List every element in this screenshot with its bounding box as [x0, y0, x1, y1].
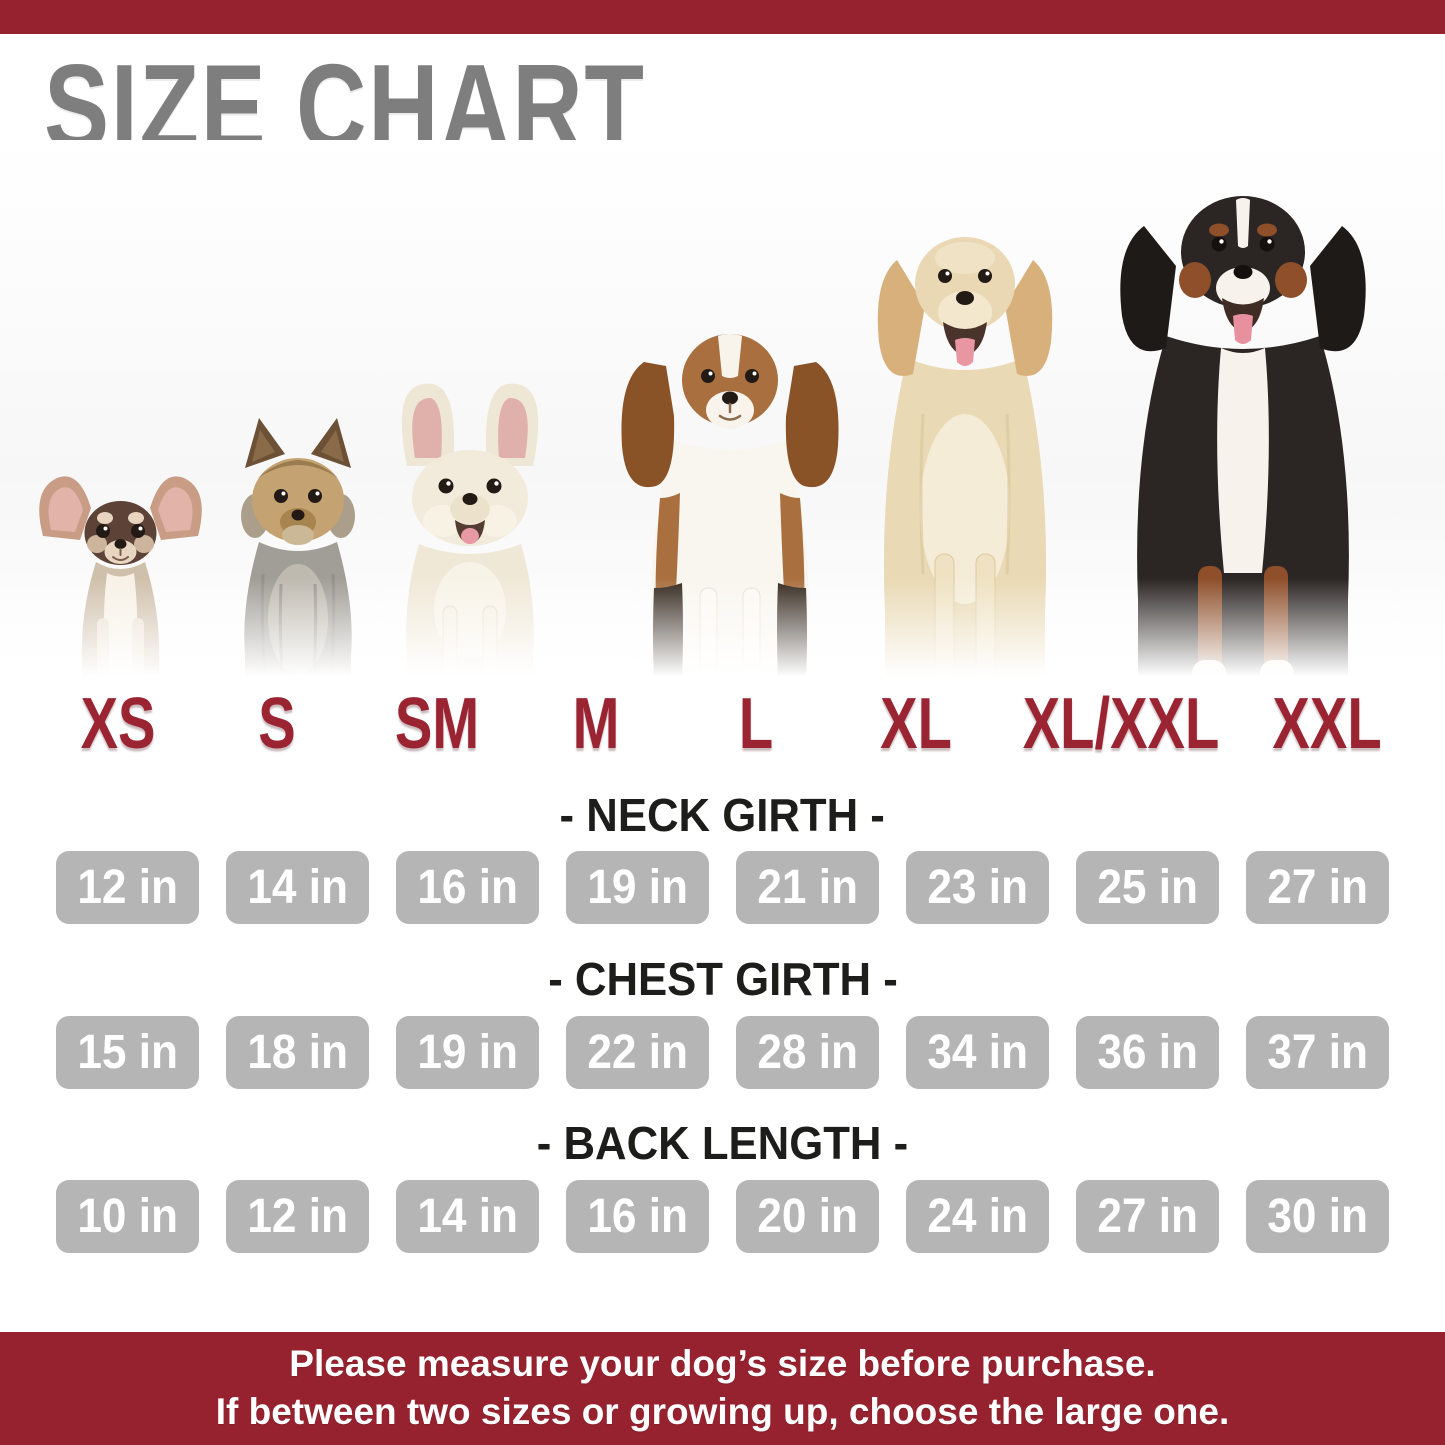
measurement-box: 34 in [906, 1016, 1049, 1089]
size-label-m: M [573, 684, 620, 764]
measurement-box: 21 in [736, 851, 879, 924]
measurement-box: 19 in [396, 1016, 539, 1089]
measurement-box: 30 in [1246, 1180, 1389, 1253]
measurement-box: 12 in [226, 1180, 369, 1253]
back-length-heading: - BACK LENGTH - [536, 1117, 909, 1169]
measurement-box: 16 in [396, 851, 539, 924]
measurement-box: 14 in [226, 851, 369, 924]
neck-girth-heading: - NECK GIRTH - [559, 789, 886, 841]
measurement-box: 36 in [1076, 1016, 1219, 1089]
measurement-box: 22 in [566, 1016, 709, 1089]
measurement-box: 15 in [56, 1016, 199, 1089]
measurement-box: 20 in [736, 1180, 879, 1253]
measurement-box: 14 in [396, 1180, 539, 1253]
measurement-box: 16 in [566, 1180, 709, 1253]
footer-note-bar: Please measure your dog’s size before pu… [0, 1332, 1445, 1445]
footer-note-line1: Please measure your dog’s size before pu… [289, 1343, 1156, 1385]
chest-girth-values-row: 15 in 18 in 19 in 22 in 28 in 34 in 36 i… [0, 1016, 1445, 1089]
measurement-box: 10 in [56, 1180, 199, 1253]
measurement-box: 28 in [736, 1016, 879, 1089]
measurement-box: 24 in [906, 1180, 1049, 1253]
measurement-box: 25 in [1076, 851, 1219, 924]
size-label-sm: SM [394, 684, 480, 764]
size-labels-row: XS S SM M L XL XL/XXL XXL [0, 686, 1445, 762]
size-label-xs: XS [80, 684, 156, 764]
size-label-s: S [258, 684, 297, 764]
size-label-xl-xxl: XL/XXL [1023, 684, 1220, 764]
dog-lineup [0, 140, 1445, 698]
photo-fade-overlay [0, 578, 1445, 698]
size-label-xxl: XXL [1272, 684, 1382, 764]
measurement-box: 18 in [226, 1016, 369, 1089]
back-length-values-row: 10 in 12 in 14 in 16 in 20 in 24 in 27 i… [0, 1180, 1445, 1253]
neck-girth-values-row: 12 in 14 in 16 in 19 in 21 in 23 in 25 i… [0, 851, 1445, 924]
chest-girth-heading: - CHEST GIRTH - [547, 953, 898, 1005]
size-label-xl: XL [879, 684, 952, 764]
measurement-box: 23 in [906, 851, 1049, 924]
footer-note-line2: If between two sizes or growing up, choo… [215, 1391, 1230, 1432]
top-accent-bar [0, 0, 1445, 34]
measurement-box: 27 in [1246, 851, 1389, 924]
size-label-l: L [738, 684, 774, 764]
measurement-box: 37 in [1246, 1016, 1389, 1089]
measurement-box: 27 in [1076, 1180, 1219, 1253]
measurement-box: 12 in [56, 851, 199, 924]
measurement-box: 19 in [566, 851, 709, 924]
